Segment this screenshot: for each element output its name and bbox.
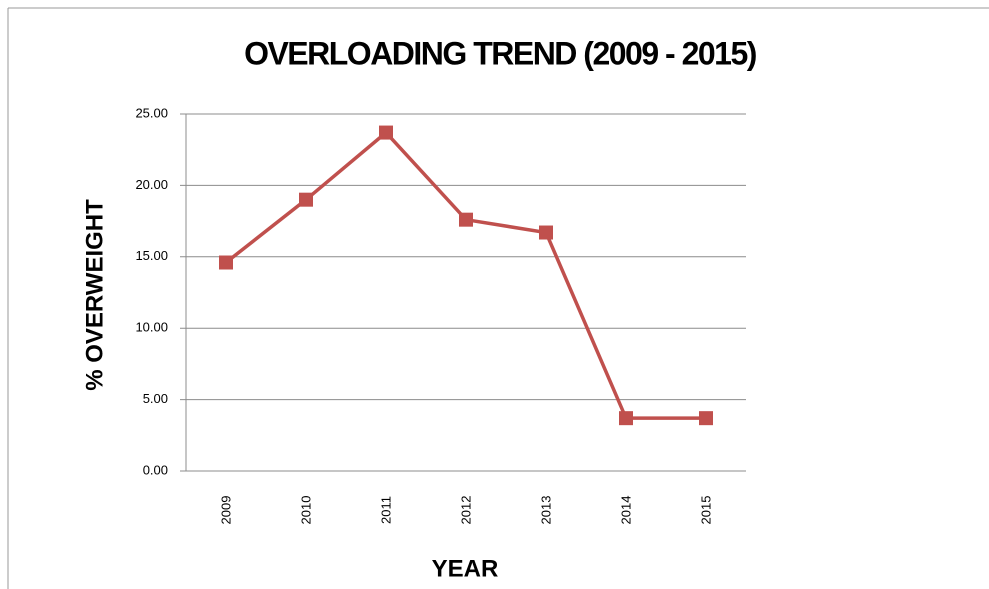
marker	[699, 411, 713, 426]
y-axis-title: % OVERWEIGHT	[81, 199, 108, 391]
marker	[619, 411, 633, 426]
x-tick-label: 2010	[298, 496, 313, 525]
marker	[299, 192, 313, 207]
y-tick-label: 20.00	[135, 177, 168, 192]
marker	[219, 255, 233, 270]
x-tick-label: 2013	[538, 496, 553, 525]
x-tick-label: 2012	[458, 496, 473, 525]
marker	[459, 212, 473, 227]
y-tick-label: 15.00	[135, 248, 168, 263]
line	[224, 130, 706, 420]
y-tick-label: 10.00	[135, 320, 168, 335]
x-tick-label: 2009	[218, 496, 233, 525]
x-tick-label: 2014	[618, 496, 633, 525]
x-axis-title: YEAR	[432, 555, 499, 582]
marker	[539, 225, 553, 240]
y-tick-label: 5.00	[143, 391, 168, 406]
y-tick-label: 0.00	[143, 462, 168, 477]
marker	[379, 125, 393, 140]
x-tick-label: 2015	[698, 496, 713, 525]
x-tick-label: 2011	[378, 496, 393, 524]
y-tick-label: 25.00	[135, 105, 168, 120]
chart-title: OVERLOADING TREND (2009 - 2015)	[244, 35, 757, 71]
